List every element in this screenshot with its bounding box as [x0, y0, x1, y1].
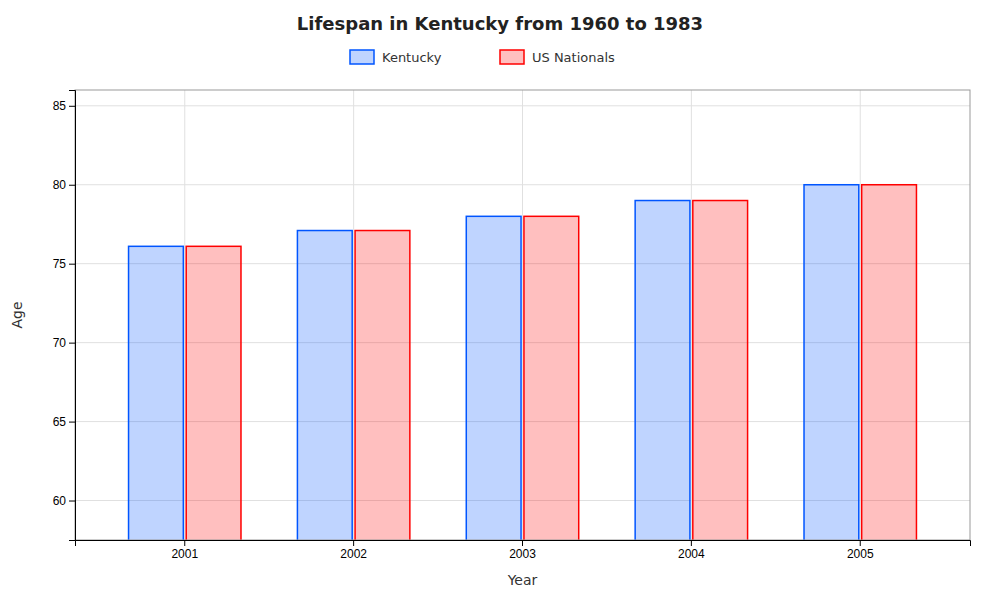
tick-mark: [69, 422, 75, 423]
bar: [804, 185, 859, 540]
grid-line: [353, 90, 354, 540]
title: Lifespan in Kentucky from 1960 to 1983: [297, 13, 703, 34]
bar: [186, 246, 241, 540]
tick-label: 60: [53, 494, 67, 508]
y-axis: 60 65 70 75 80 85: [53, 91, 76, 541]
axis-line: [69, 91, 76, 541]
tick-label: 2003: [509, 547, 536, 561]
legend: Kentucky US Nationals: [350, 50, 615, 65]
tick-label: 2004: [678, 547, 705, 561]
tick-mark: [69, 106, 75, 107]
x-tick: 2001: [171, 540, 198, 561]
tick-mark: [69, 185, 75, 186]
tick-label: 70: [53, 336, 67, 350]
y-axis-title: Age: [9, 301, 25, 328]
tick-mark: [69, 501, 75, 502]
legend-swatch: [500, 50, 524, 64]
bar-series: [129, 185, 859, 540]
legend-label: US Nationals: [532, 50, 615, 65]
axis-line: [76, 541, 971, 547]
legend-item: US Nationals: [500, 50, 615, 65]
chart: 2001 2002 2003 2004 2005 60 65 70 75 80 85 Lifespan…: [0, 0, 1000, 600]
x-tick: 2005: [847, 540, 874, 561]
tick-label: 80: [53, 178, 67, 192]
y-tick: 75: [53, 257, 75, 271]
legend-item: Kentucky: [350, 50, 442, 65]
y-tick: 60: [53, 494, 75, 508]
bar: [129, 246, 184, 540]
grid-line: [691, 90, 692, 540]
y-tick: 80: [53, 178, 75, 192]
tick-label: 2002: [340, 547, 367, 561]
tick-mark: [69, 264, 75, 265]
x-tick: 2004: [678, 540, 705, 561]
x-axis-title: Year: [507, 572, 538, 588]
tick-label: 75: [53, 257, 67, 271]
bar: [635, 201, 690, 540]
tick-mark: [184, 540, 185, 546]
bar: [862, 185, 917, 540]
x-tick: 2002: [340, 540, 367, 561]
bar-series: [186, 185, 916, 540]
plot-frame: [75, 90, 970, 540]
grid-line: [184, 90, 185, 540]
bar: [297, 231, 352, 540]
bar: [524, 216, 579, 540]
y-tick: 70: [53, 336, 75, 350]
bars: [129, 185, 917, 540]
tick-label: 85: [53, 99, 67, 113]
tick-label: 2001: [171, 547, 198, 561]
tick-mark: [69, 343, 75, 344]
tick-mark: [691, 540, 692, 546]
y-tick: 65: [53, 415, 75, 429]
x-axis: 2001 2002 2003 2004 2005: [76, 540, 971, 561]
plot: 2001 2002 2003 2004 2005 60 65 70 75 80 85: [53, 90, 971, 600]
bar: [693, 201, 748, 540]
tick-mark: [522, 540, 523, 546]
tick-mark: [353, 540, 354, 546]
tick-label: 65: [53, 415, 67, 429]
bar: [466, 216, 521, 540]
tick-mark: [860, 540, 861, 546]
grid-line: [522, 90, 523, 540]
grid-line: [860, 90, 861, 540]
x-tick: 2003: [509, 540, 536, 561]
legend-label: Kentucky: [382, 50, 442, 65]
legend-swatch: [350, 50, 374, 64]
bar: [355, 231, 410, 540]
y-tick: 85: [53, 99, 75, 113]
tick-label: 2005: [847, 547, 874, 561]
